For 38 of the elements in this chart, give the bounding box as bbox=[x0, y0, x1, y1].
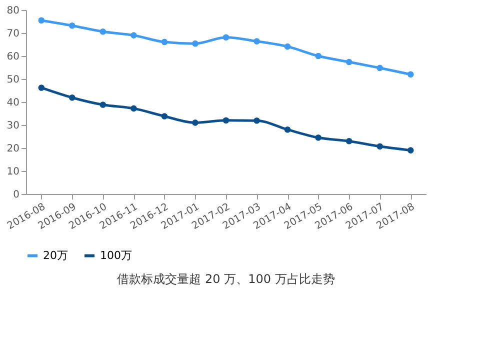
point bbox=[284, 43, 291, 50]
legend-label: 20万 bbox=[43, 248, 68, 262]
point bbox=[254, 38, 260, 44]
point bbox=[376, 143, 384, 150]
point bbox=[284, 126, 291, 133]
point bbox=[100, 28, 106, 35]
point bbox=[407, 71, 414, 78]
y-tick-label: 50 bbox=[6, 74, 20, 86]
point bbox=[407, 147, 414, 154]
y-tick-label: 10 bbox=[6, 166, 20, 178]
point bbox=[130, 105, 137, 112]
text: 借款标成交量超 20 万、100 万占比走势 bbox=[117, 272, 335, 286]
point bbox=[68, 22, 76, 29]
point bbox=[130, 32, 137, 38]
point bbox=[192, 40, 198, 47]
point bbox=[38, 17, 45, 24]
point bbox=[161, 113, 168, 120]
y-tick-label: 70 bbox=[6, 28, 20, 40]
y-tick-label: 20 bbox=[6, 144, 20, 154]
point bbox=[376, 64, 384, 72]
y-tick-label: 80 bbox=[6, 6, 20, 16]
point bbox=[346, 138, 352, 144]
y-tick-label: 0 bbox=[13, 190, 20, 200]
point bbox=[222, 117, 230, 124]
point bbox=[68, 94, 76, 101]
point bbox=[222, 34, 230, 41]
point bbox=[315, 52, 322, 60]
y-tick-label: 40 bbox=[6, 98, 20, 108]
point bbox=[254, 117, 260, 124]
point bbox=[100, 102, 106, 108]
point bbox=[346, 58, 352, 66]
point bbox=[315, 134, 322, 141]
y-tick-label: 30 bbox=[6, 120, 20, 132]
point bbox=[161, 38, 168, 46]
y-tick-label: 60 bbox=[6, 52, 20, 62]
point bbox=[192, 120, 198, 126]
point bbox=[38, 84, 45, 91]
legend-label: 100万 bbox=[100, 248, 132, 262]
